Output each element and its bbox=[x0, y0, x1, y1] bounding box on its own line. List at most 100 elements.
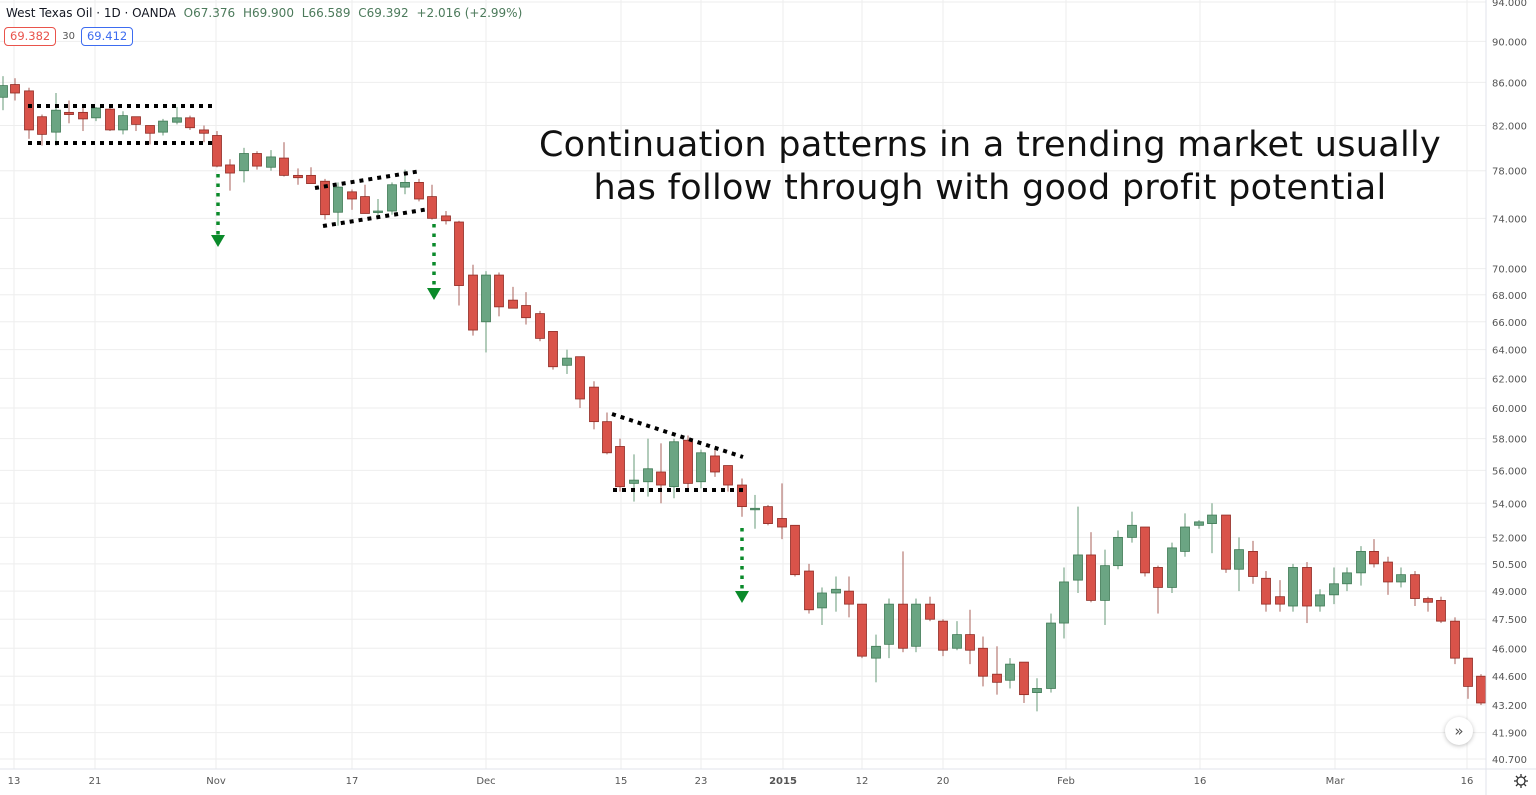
candle bbox=[643, 438, 653, 497]
double-chevron-right-icon: » bbox=[1454, 722, 1464, 740]
candle bbox=[737, 478, 747, 517]
time-axis-label: 13 bbox=[8, 776, 21, 787]
candle bbox=[615, 438, 625, 492]
candle bbox=[1396, 567, 1406, 588]
time-axis-label: 23 bbox=[695, 776, 708, 787]
candle bbox=[1342, 567, 1352, 592]
candle bbox=[750, 494, 760, 529]
time-axis-label: Nov bbox=[206, 776, 226, 787]
price-axis-label: 74.000 bbox=[1492, 214, 1527, 225]
price-axis-label: 47.500 bbox=[1492, 615, 1527, 626]
candle bbox=[1234, 537, 1244, 592]
time-axis-label: 16 bbox=[1461, 776, 1474, 787]
candle bbox=[1329, 567, 1339, 605]
chart-settings-button[interactable] bbox=[1512, 772, 1530, 790]
spread-value: 30 bbox=[62, 31, 75, 42]
candle bbox=[857, 603, 867, 659]
candle bbox=[602, 412, 612, 455]
down-arrow-icon[interactable] bbox=[427, 224, 441, 300]
candle bbox=[763, 504, 773, 526]
trade-buttons: 69.382 30 69.412 bbox=[4, 27, 134, 46]
candle bbox=[10, 78, 20, 101]
candle bbox=[535, 310, 545, 342]
price-axis-label: 56.000 bbox=[1492, 466, 1527, 477]
chart-grid bbox=[0, 0, 1486, 769]
candle bbox=[1059, 567, 1069, 639]
candle bbox=[831, 576, 841, 612]
candle bbox=[884, 598, 894, 659]
candle bbox=[1248, 540, 1258, 584]
candle bbox=[804, 563, 814, 614]
symbol-legend: West Texas Oil · 1D · OANDA O67.376 H69.… bbox=[6, 6, 522, 20]
candle bbox=[91, 106, 101, 122]
candlestick-series bbox=[0, 76, 1486, 712]
time-axis-label: 21 bbox=[89, 776, 102, 787]
price-axis-label: 52.000 bbox=[1492, 533, 1527, 544]
down-arrow-icon[interactable] bbox=[211, 174, 225, 247]
candle bbox=[252, 151, 262, 170]
candle bbox=[1180, 513, 1190, 557]
candle bbox=[562, 349, 572, 374]
price-axis-label: 90.000 bbox=[1492, 37, 1527, 48]
candle bbox=[105, 106, 115, 132]
candle bbox=[656, 443, 666, 504]
time-axis-label: Mar bbox=[1326, 776, 1346, 787]
sell-button[interactable]: 69.382 bbox=[4, 27, 57, 46]
candle bbox=[723, 465, 733, 492]
candle bbox=[683, 435, 693, 490]
time-axis-label: Feb bbox=[1057, 776, 1075, 787]
candle bbox=[938, 619, 948, 657]
candle bbox=[51, 93, 61, 146]
candle bbox=[978, 636, 988, 687]
candle bbox=[24, 87, 34, 139]
candle bbox=[427, 184, 437, 220]
scroll-to-realtime-button[interactable]: » bbox=[1445, 717, 1473, 745]
candle bbox=[468, 264, 478, 336]
candle bbox=[360, 184, 370, 214]
candle bbox=[548, 331, 558, 370]
price-axis-label: 50.500 bbox=[1492, 560, 1527, 571]
candle bbox=[1369, 539, 1379, 568]
candle bbox=[521, 292, 531, 325]
candle bbox=[373, 198, 383, 216]
symbol-title[interactable]: West Texas Oil · 1D · OANDA bbox=[6, 6, 176, 20]
price-axis-label: 44.600 bbox=[1492, 672, 1527, 683]
candle bbox=[1423, 596, 1433, 612]
candle bbox=[1086, 532, 1096, 603]
candle bbox=[1436, 596, 1446, 624]
candle bbox=[1463, 657, 1473, 699]
price-axis-label: 58.000 bbox=[1492, 435, 1527, 446]
price-axis-label: 46.000 bbox=[1492, 644, 1527, 655]
candle bbox=[790, 524, 800, 577]
candle bbox=[1005, 658, 1015, 689]
pattern-annotations bbox=[28, 104, 749, 603]
buy-button[interactable]: 69.412 bbox=[80, 27, 134, 46]
candle bbox=[1275, 580, 1285, 612]
ohlc-close: C69.392 bbox=[358, 6, 409, 20]
candle bbox=[629, 454, 639, 502]
candle bbox=[37, 114, 47, 146]
annotation-line-1: Continuation patterns in a trending mark… bbox=[538, 125, 1442, 165]
candle bbox=[911, 598, 921, 653]
candle bbox=[1356, 546, 1366, 586]
candle bbox=[1100, 549, 1110, 625]
candle bbox=[965, 609, 975, 665]
candle bbox=[1046, 613, 1056, 693]
candle bbox=[266, 150, 276, 171]
candle bbox=[441, 211, 451, 225]
down-arrow-icon[interactable] bbox=[735, 528, 749, 603]
candle bbox=[508, 286, 518, 309]
candle bbox=[1127, 511, 1137, 543]
candle bbox=[1153, 565, 1163, 614]
candle bbox=[575, 356, 585, 408]
candle bbox=[992, 646, 1002, 695]
candle bbox=[293, 168, 303, 185]
candle bbox=[0, 76, 8, 111]
price-axis-label: 43.200 bbox=[1492, 701, 1527, 712]
candle bbox=[1450, 617, 1460, 665]
candle bbox=[952, 621, 962, 651]
candle bbox=[494, 272, 504, 317]
candle bbox=[454, 220, 464, 306]
time-axis-label: Dec bbox=[476, 776, 495, 787]
